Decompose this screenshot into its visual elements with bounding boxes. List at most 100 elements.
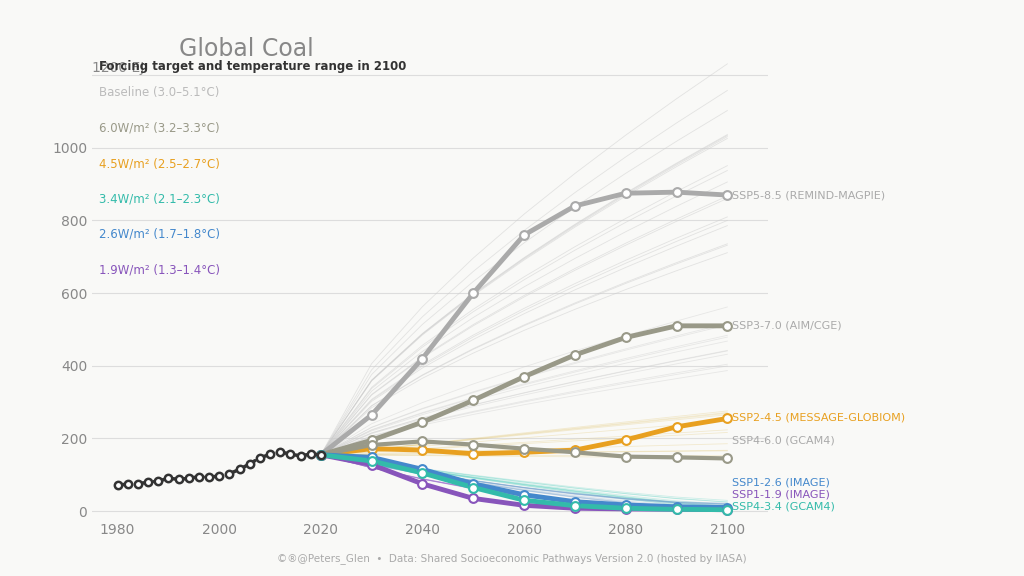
Point (566, 350, 583, 359)
Point (262, 450, 279, 459)
Point (617, 452, 634, 461)
Point (415, 465, 431, 474)
Point (669, 321, 685, 331)
Point (140, 478, 157, 487)
Point (283, 449, 299, 458)
Point (566, 202, 583, 211)
Point (465, 479, 481, 488)
Point (465, 396, 481, 405)
Text: Global Coal: Global Coal (179, 37, 314, 62)
Point (617, 333, 634, 342)
Point (415, 468, 431, 478)
Point (719, 454, 735, 463)
Point (312, 450, 329, 460)
Point (110, 480, 126, 490)
Point (312, 450, 329, 460)
Text: Forcing target and temperature range in 2100: Forcing target and temperature range in … (99, 60, 407, 73)
Point (617, 505, 634, 514)
Point (415, 418, 431, 427)
Point (292, 452, 308, 461)
Text: SSP1-1.9 (IMAGE): SSP1-1.9 (IMAGE) (732, 490, 830, 499)
Point (415, 354, 431, 363)
Point (566, 503, 583, 513)
Point (719, 505, 735, 514)
Point (617, 188, 634, 198)
Point (617, 503, 634, 513)
Point (669, 453, 685, 462)
Point (272, 448, 289, 457)
Text: 1.9W/m² (1.3–1.4°C): 1.9W/m² (1.3–1.4°C) (99, 263, 220, 276)
Point (719, 191, 735, 200)
Point (516, 448, 532, 457)
Point (180, 474, 197, 483)
Point (719, 505, 735, 514)
Point (160, 474, 176, 483)
Point (312, 450, 329, 460)
Text: 2.6W/m² (1.7–1.8°C): 2.6W/m² (1.7–1.8°C) (99, 228, 220, 241)
Point (252, 453, 268, 463)
Point (312, 450, 329, 460)
Point (364, 435, 380, 445)
Point (312, 450, 329, 460)
Point (566, 445, 583, 454)
Point (242, 459, 258, 468)
Point (465, 289, 481, 298)
Point (719, 503, 735, 512)
Point (312, 450, 329, 460)
Point (312, 450, 329, 460)
Text: 6.0W/m² (3.2–3.3°C): 6.0W/m² (3.2–3.3°C) (99, 122, 219, 135)
Point (516, 501, 532, 510)
Point (566, 497, 583, 506)
Point (130, 479, 146, 488)
Point (364, 460, 380, 469)
Point (364, 444, 380, 453)
Point (231, 465, 248, 474)
Point (465, 483, 481, 492)
Text: 3.4W/m² (2.1–2.3°C): 3.4W/m² (2.1–2.3°C) (99, 192, 220, 206)
Text: SSP1-2.6 (IMAGE): SSP1-2.6 (IMAGE) (732, 477, 830, 487)
Point (669, 422, 685, 431)
Text: SSP2-4.5 (MESSAGE-GLOBIOM): SSP2-4.5 (MESSAGE-GLOBIOM) (732, 412, 905, 422)
Point (415, 479, 431, 488)
Point (364, 410, 380, 419)
Point (719, 414, 735, 423)
Point (211, 471, 227, 480)
Point (415, 437, 431, 446)
Point (364, 456, 380, 465)
Point (465, 449, 481, 458)
Point (669, 505, 685, 514)
Point (201, 473, 217, 482)
Text: SSP3-7.0 (AIM/CGE): SSP3-7.0 (AIM/CGE) (732, 321, 842, 331)
Point (364, 453, 380, 462)
Point (312, 450, 329, 460)
Text: SSP5-8.5 (REMIND-MAGPIE): SSP5-8.5 (REMIND-MAGPIE) (732, 190, 886, 200)
Text: 4.5W/m² (2.5–2.7°C): 4.5W/m² (2.5–2.7°C) (99, 157, 220, 170)
Text: SSP4-3.4 (GCAM4): SSP4-3.4 (GCAM4) (732, 501, 836, 511)
Text: 1200 EJ: 1200 EJ (92, 61, 144, 75)
Point (221, 469, 238, 478)
Point (669, 505, 685, 514)
Point (120, 480, 136, 489)
Point (364, 441, 380, 450)
Point (151, 476, 167, 486)
Point (190, 472, 207, 481)
Point (719, 321, 735, 331)
Point (465, 494, 481, 503)
Point (566, 448, 583, 457)
Point (516, 230, 532, 240)
Text: Baseline (3.0–5.1°C): Baseline (3.0–5.1°C) (99, 86, 219, 99)
Point (516, 495, 532, 505)
Point (617, 435, 634, 445)
Point (516, 444, 532, 453)
Text: ©®@Peters_Glen  •  Data: Shared Socioeconomic Pathways Version 2.0 (hosted by II: ©®@Peters_Glen • Data: Shared Socioecono… (278, 554, 746, 564)
Point (302, 449, 318, 458)
Point (170, 475, 186, 484)
Point (617, 501, 634, 510)
Point (465, 440, 481, 449)
Point (566, 501, 583, 510)
Point (669, 502, 685, 511)
Point (415, 445, 431, 454)
Point (516, 372, 532, 381)
Point (516, 490, 532, 499)
Text: SSP4-6.0 (GCAM4): SSP4-6.0 (GCAM4) (732, 435, 836, 445)
